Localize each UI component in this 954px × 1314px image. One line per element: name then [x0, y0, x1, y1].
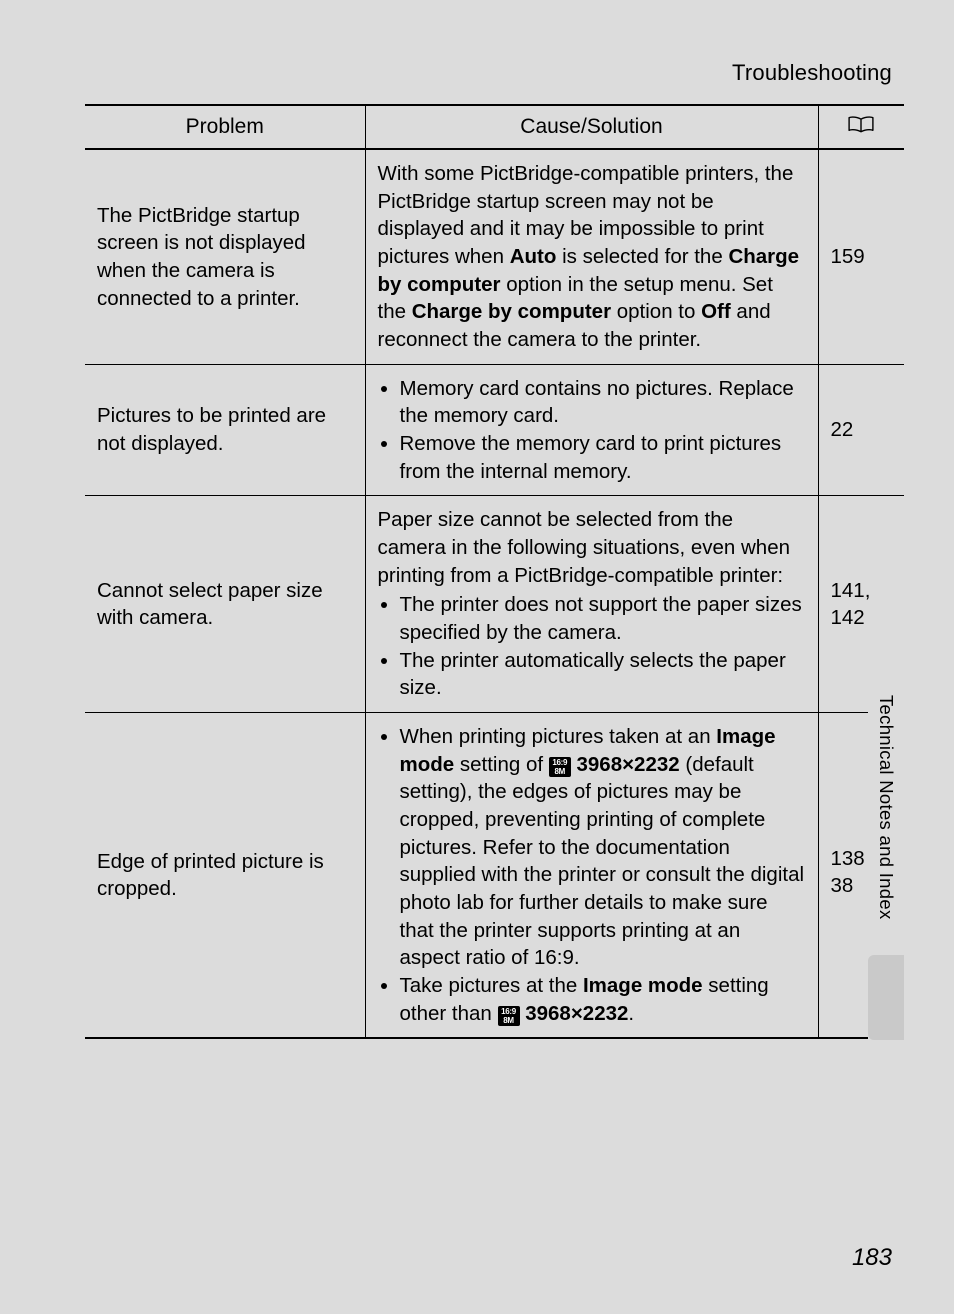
bold-text: Off	[701, 300, 731, 323]
bold-text: Image mode	[583, 974, 703, 997]
th-problem: Problem	[85, 105, 365, 149]
cell-solution: Paper size cannot be selected from the c…	[365, 496, 818, 713]
cell-ref: 22	[818, 364, 904, 496]
table-row: Edge of printed picture is cropped. When…	[85, 713, 904, 1039]
th-solution: Cause/Solution	[365, 105, 818, 149]
bold-text: Charge by computer	[412, 300, 611, 323]
text: When printing pictures taken at an	[400, 725, 717, 748]
text: setting of	[454, 753, 549, 776]
cell-problem: Cannot select paper size with camera.	[85, 496, 365, 713]
bold-text: 3968×2232	[576, 753, 679, 776]
cell-ref: 141, 142	[818, 496, 904, 713]
cell-problem: The PictBridge startup screen is not dis…	[85, 149, 365, 364]
cell-problem: Pictures to be printed are not displayed…	[85, 364, 365, 496]
table-row: The PictBridge startup screen is not dis…	[85, 149, 904, 364]
section-label: Technical Notes and Index	[875, 695, 897, 925]
manual-page: Troubleshooting Problem Cause/Solution T…	[0, 0, 954, 1314]
text: (default setting), the edges of pictures…	[400, 753, 805, 970]
text: Take pictures at the	[400, 974, 583, 997]
cell-problem: Edge of printed picture is cropped.	[85, 713, 365, 1039]
list-item: The printer does not support the paper s…	[400, 591, 806, 646]
thumb-index-tab	[868, 955, 904, 1040]
bold-text: 3968×2232	[525, 1002, 628, 1025]
table-row: Cannot select paper size with camera. Pa…	[85, 496, 904, 713]
cell-solution: When printing pictures taken at an Image…	[365, 713, 818, 1039]
intro-text: Paper size cannot be selected from the c…	[378, 506, 806, 589]
text: is selected for the	[556, 245, 728, 268]
bold-text: Auto	[510, 245, 557, 268]
cell-solution: Memory card contains no pictures. Replac…	[365, 364, 818, 496]
list-item: When printing pictures taken at an Image…	[400, 723, 806, 972]
aspect-ratio-icon	[498, 1006, 520, 1026]
page-number: 183	[852, 1244, 892, 1272]
th-reference	[818, 105, 904, 149]
list-item: Take pictures at the Image mode setting …	[400, 972, 806, 1027]
text: option to	[611, 300, 701, 323]
aspect-ratio-icon	[549, 757, 571, 777]
cell-ref: 159	[818, 149, 904, 364]
cell-solution: With some PictBridge-compatible printers…	[365, 149, 818, 364]
list-item: Remove the memory card to print pictures…	[400, 430, 806, 485]
side-tab: Technical Notes and Index	[868, 695, 904, 1040]
text: .	[628, 1002, 634, 1025]
table-row: Pictures to be printed are not displayed…	[85, 364, 904, 496]
list-item: Memory card contains no pictures. Replac…	[400, 375, 806, 430]
page-title: Troubleshooting	[85, 60, 904, 104]
troubleshooting-table: Problem Cause/Solution The PictBridge st…	[85, 104, 904, 1039]
list-item: The printer automatically selects the pa…	[400, 647, 806, 702]
book-icon	[847, 114, 875, 134]
